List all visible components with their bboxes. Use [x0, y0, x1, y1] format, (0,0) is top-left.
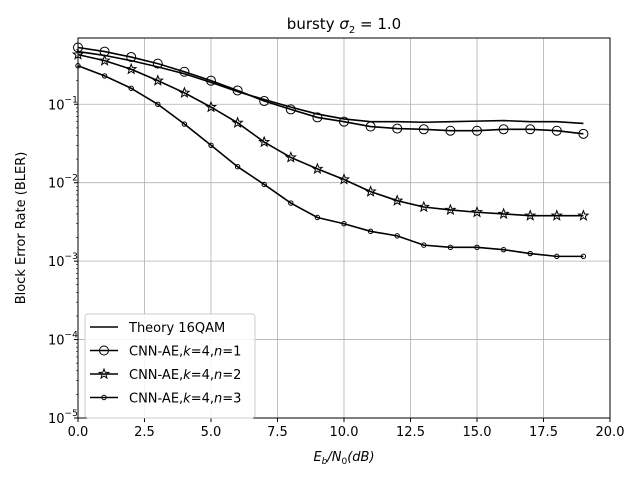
y-tick-label: 10−2 [48, 174, 78, 192]
legend-label: CNN-AE,k=4,n=2 [129, 368, 241, 383]
data-point [232, 85, 243, 96]
data-point [258, 135, 271, 148]
series-2 [73, 42, 589, 139]
legend: Theory 16QAM CNN-AE,k=4,n=1 CNN-AE,k=4,n=2… [84, 313, 256, 419]
x-axis-label: Eb/N0(dB) [313, 450, 374, 467]
data-point [392, 123, 403, 134]
x-tick-label: 20.0 [596, 425, 625, 440]
y-tick-label: 10−3 [48, 252, 78, 270]
y-axis-label: Block Error Rate (BLER) [14, 152, 29, 305]
data-point [259, 96, 270, 107]
data-point [314, 214, 321, 221]
data-point [98, 54, 111, 66]
data-point [339, 116, 349, 127]
x-tick-label: 15.0 [463, 425, 492, 440]
data-point [99, 345, 109, 356]
data-point [234, 164, 241, 170]
data-point [527, 250, 533, 257]
data-point [580, 253, 587, 260]
data-point [97, 367, 111, 380]
data-point [500, 246, 507, 253]
data-point [181, 121, 188, 127]
data-point [312, 112, 323, 123]
data-point [418, 124, 429, 135]
series-3 [71, 48, 590, 221]
data-point [472, 125, 482, 136]
x-tick-label: 12.5 [396, 425, 425, 440]
series-line [77, 50, 584, 125]
plot-series [71, 42, 590, 260]
data-point [125, 62, 138, 75]
y-axis-ticks: 10−5 10−4 10−3 10−2 10−1 [48, 42, 78, 427]
data-point [551, 125, 562, 136]
legend-label: CNN-AE,k=4,n=1 [129, 345, 241, 360]
x-axis-ticks: 0.0 2.5 5.0 7.5 10.0 12.5 15.0 17.5 20.0 [68, 418, 625, 440]
chart-title: bursty σ2 = 1.0 [287, 15, 401, 36]
legend-item: CNN-AE,k=4,n=2 [90, 367, 241, 383]
legend-box [84, 313, 256, 419]
data-point [341, 221, 347, 227]
data-point [101, 73, 108, 79]
data-point [554, 253, 560, 260]
data-point [421, 242, 427, 248]
data-point [285, 104, 296, 115]
data-point [525, 124, 536, 135]
data-point [498, 124, 509, 135]
data-point [550, 209, 563, 221]
data-point [447, 244, 454, 251]
data-point [470, 205, 484, 218]
data-point [474, 244, 480, 251]
data-point [417, 200, 430, 213]
x-tick-label: 0.0 [68, 425, 89, 440]
data-point [524, 209, 537, 221]
data-point [101, 394, 107, 401]
series-1 [77, 50, 584, 125]
x-tick-label: 10.0 [330, 425, 359, 440]
legend-label: Theory 16QAM [128, 321, 225, 336]
x-tick-label: 5.0 [201, 425, 222, 440]
data-point [231, 116, 244, 129]
data-point [311, 162, 324, 175]
series-line [77, 53, 584, 217]
data-point [365, 121, 376, 132]
data-point [179, 66, 190, 77]
data-point [261, 181, 267, 188]
data-point [288, 200, 294, 206]
data-point [128, 85, 134, 91]
data-point [152, 58, 163, 69]
x-tick-label: 17.5 [529, 425, 558, 440]
data-point [367, 228, 374, 235]
data-point [178, 86, 191, 99]
data-point [126, 52, 137, 63]
x-tick-label: 7.5 [267, 425, 288, 440]
data-point [337, 173, 351, 185]
data-point [578, 128, 589, 139]
data-point [364, 185, 377, 197]
data-point [155, 101, 161, 107]
data-point [444, 203, 457, 216]
legend-item: Theory 16QAM [90, 321, 225, 336]
y-tick-label: 10−4 [48, 331, 78, 349]
legend-item: CNN-AE,k=4,n=1 [90, 345, 241, 360]
data-point [208, 142, 214, 148]
series-4 [75, 63, 587, 260]
data-point [204, 100, 218, 113]
legend-label: CNN-AE,k=4,n=3 [129, 392, 241, 407]
data-point [445, 125, 456, 136]
data-point [151, 74, 164, 86]
y-tick-label: 10−5 [48, 409, 78, 427]
series-line [77, 64, 584, 258]
data-point [577, 209, 590, 221]
data-point [394, 233, 400, 239]
data-point [206, 75, 216, 86]
data-point [391, 194, 404, 206]
legend-item: CNN-AE,k=4,n=3 [90, 392, 241, 407]
data-point [497, 207, 510, 220]
y-tick-label: 10−1 [48, 95, 78, 113]
data-point [284, 151, 297, 163]
x-tick-label: 2.5 [134, 425, 155, 440]
